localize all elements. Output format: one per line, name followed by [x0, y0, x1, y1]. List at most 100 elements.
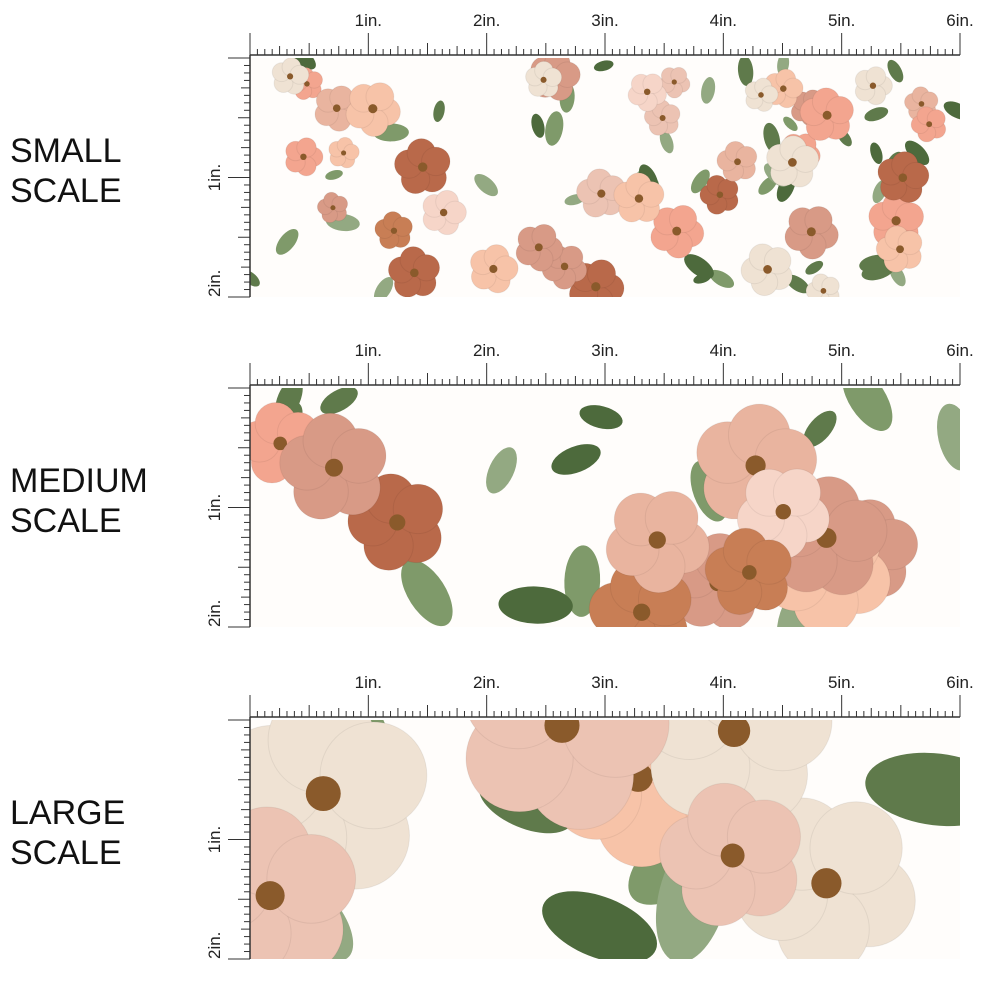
flower-center [439, 208, 448, 217]
leaf [579, 405, 623, 430]
ruler-label: 2in. [205, 932, 224, 959]
flower-center [287, 73, 294, 80]
flower-center [734, 158, 741, 166]
flower-center [534, 243, 543, 252]
flower-center [659, 114, 666, 121]
flower-center [591, 282, 601, 292]
leaf [486, 447, 517, 494]
ruler-label: 1in. [205, 164, 224, 191]
petal [825, 499, 888, 562]
flower [744, 77, 779, 112]
leaf [865, 752, 960, 827]
leaf [904, 140, 930, 165]
flower [285, 137, 324, 177]
flower [875, 225, 923, 273]
petal [661, 104, 681, 124]
flower-center [788, 158, 797, 167]
leaf [842, 388, 893, 431]
petal [531, 223, 557, 249]
flower-center [717, 720, 751, 748]
ruler-label: 2in. [205, 600, 224, 627]
flower [799, 87, 854, 142]
ruler-label: 1in. [355, 673, 382, 692]
ruler-label: 3in. [591, 673, 618, 692]
flower-center [540, 76, 547, 83]
petal [825, 95, 854, 125]
flower [643, 99, 681, 136]
ruler-label: 2in. [473, 341, 500, 360]
flower [422, 189, 467, 236]
leaf [320, 388, 358, 415]
leaf [737, 58, 754, 86]
petal [920, 91, 939, 110]
leaf [551, 444, 601, 475]
petal [392, 216, 413, 237]
flower-center [780, 85, 787, 92]
flower [658, 66, 691, 99]
flower-center [597, 189, 606, 198]
flower [316, 191, 349, 224]
petal [586, 259, 617, 289]
flower-center [648, 531, 666, 549]
flower-center [332, 104, 341, 113]
leaf [943, 101, 960, 120]
ruler-label: 4in. [710, 11, 737, 30]
flower-center [418, 162, 428, 172]
flower-center [806, 227, 816, 237]
flower [699, 174, 739, 215]
flower [525, 60, 563, 98]
flower-center [273, 436, 287, 451]
flower [250, 806, 357, 959]
petal [296, 137, 317, 158]
flower-center [716, 191, 724, 199]
leaf [690, 169, 710, 194]
leaf [803, 410, 837, 448]
leaf [433, 100, 445, 122]
leaf [870, 142, 883, 164]
flower-center [390, 227, 398, 234]
flower [271, 58, 310, 95]
leaf [709, 269, 735, 288]
ruler-label: 2in. [473, 673, 500, 692]
petal [897, 230, 923, 256]
flower [374, 211, 413, 250]
ruler-label: 2in. [205, 270, 224, 297]
flower [659, 782, 801, 927]
flower-center [305, 776, 341, 812]
leaf [275, 229, 299, 255]
petal [668, 204, 698, 234]
ruler-label: 5in. [828, 11, 855, 30]
scale-label: LARGE [10, 794, 125, 832]
leaf [785, 274, 810, 294]
flower-center [544, 720, 580, 743]
scale-label: SCALE [10, 834, 122, 872]
flower-center [643, 88, 651, 96]
ruler-label: 1in. [205, 826, 224, 853]
flower-center [745, 455, 766, 476]
flower [784, 205, 839, 260]
leaf [531, 113, 545, 138]
flower [328, 136, 360, 169]
flower [470, 244, 519, 294]
petal [319, 721, 428, 830]
flower-center [341, 150, 347, 156]
flower-center [489, 264, 498, 274]
scale-label: SCALE [10, 502, 122, 540]
petal [644, 490, 699, 545]
leaf [937, 403, 960, 471]
flower-center [325, 458, 343, 477]
flower-center [368, 104, 378, 114]
petal [735, 145, 758, 168]
flower-center [671, 79, 677, 85]
flower-center [672, 226, 682, 236]
fabric-swatch [250, 388, 960, 627]
leaf [659, 130, 674, 154]
ruler-label: 6in. [946, 673, 973, 692]
flower-center [891, 216, 901, 226]
flower-center [410, 268, 419, 278]
fabric-swatch [250, 720, 960, 959]
flower-center [926, 121, 933, 128]
flower [766, 135, 820, 188]
